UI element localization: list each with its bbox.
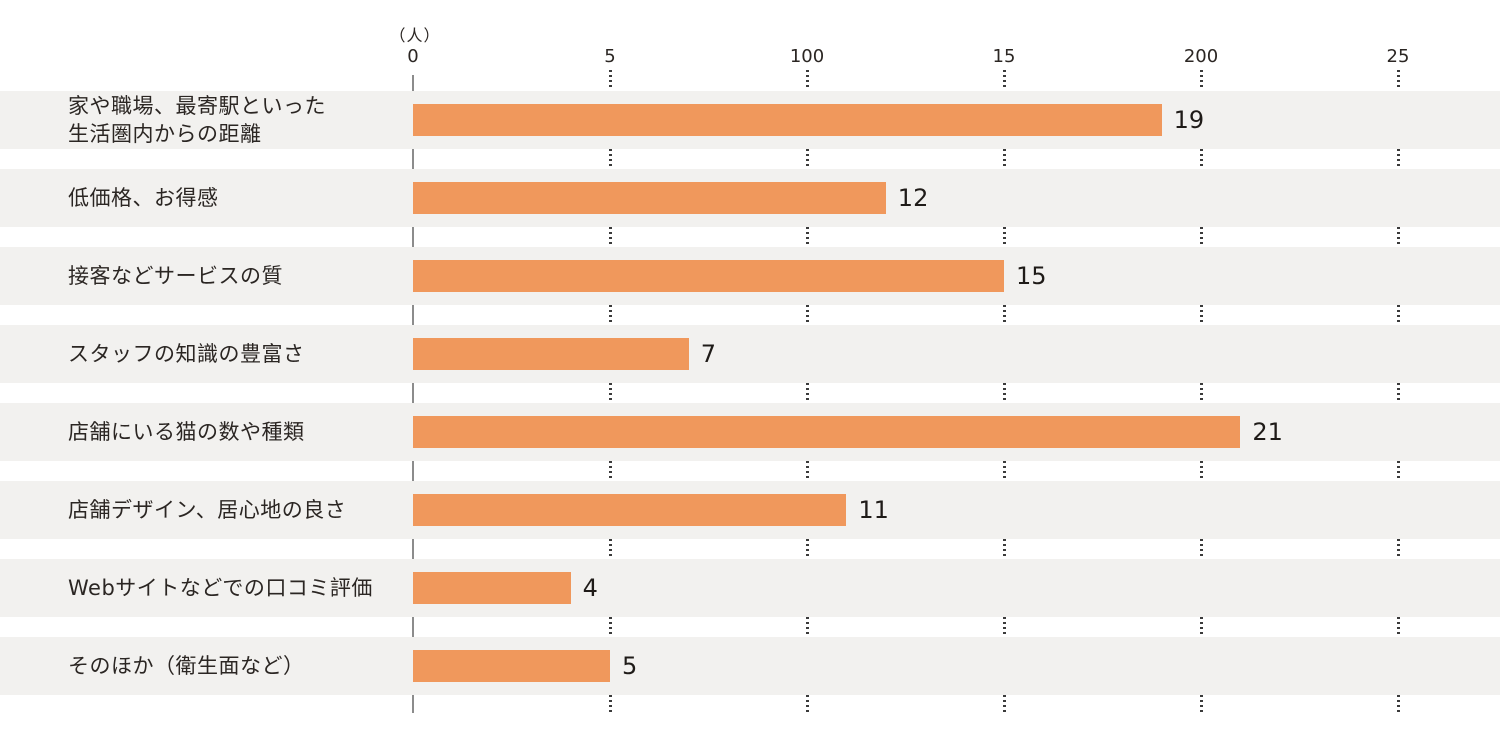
grid-dotted-segment (1397, 70, 1400, 89)
chart-row: 店舗にいる猫の数や種類 21 (0, 403, 1500, 461)
axis-unit-label: （人） (389, 26, 441, 45)
grid-dotted-segment (806, 305, 809, 325)
grid-dotted-segment (1200, 227, 1203, 247)
value-label: 7 (700, 340, 717, 368)
grid-dotted-segment (1397, 383, 1400, 403)
grid-dotted-segment (806, 617, 809, 637)
value-label: 12 (897, 184, 929, 212)
grid-dotted-segment (1200, 149, 1203, 169)
category-label: そのほか（衛生面など） (68, 654, 305, 678)
chart-row: Webサイトなどでの口コミ評価 4 (0, 559, 1500, 617)
value-label: 21 (1252, 418, 1283, 446)
bar (413, 104, 1162, 136)
category-label: 家や職場、最寄駅といった 生活圏内からの距離 (68, 94, 326, 146)
grid-dotted-segment (806, 227, 809, 247)
grid-dotted-segment (806, 149, 809, 169)
grid-dotted-segment (1200, 695, 1203, 714)
bar (413, 416, 1241, 448)
bar (413, 650, 610, 682)
grid-dotted-segment (806, 695, 809, 714)
bar (413, 494, 847, 526)
category-label: Webサイトなどでの口コミ評価 (68, 576, 373, 600)
chart-row: スタッフの知識の豊富さ 7 (0, 325, 1500, 383)
chart-row: そのほか（衛生面など） 5 (0, 637, 1500, 695)
grid-dotted-segment (609, 695, 612, 714)
grid-dotted-segment (1397, 695, 1400, 714)
chart-row: 家や職場、最寄駅といった 生活圏内からの距離 19 (0, 91, 1500, 149)
x-tick-label: 100 (789, 46, 825, 67)
grid-dotted-segment (1003, 461, 1006, 481)
grid-dotted-segment (1397, 227, 1400, 247)
chart-row: 店舗デザイン、居心地の良さ 11 (0, 481, 1500, 539)
chart-row: 低価格、お得感 12 (0, 169, 1500, 227)
bar (413, 572, 571, 604)
bar (413, 182, 886, 214)
grid-dotted-segment (1397, 539, 1400, 559)
grid-dotted-segment (1003, 70, 1006, 89)
x-tick-label: 200 (1183, 46, 1219, 67)
grid-dotted-segment (1200, 617, 1203, 637)
x-tick-label: 15 (992, 46, 1016, 67)
grid-dotted-segment (1200, 305, 1203, 325)
grid-dotted-segment (1200, 70, 1203, 89)
y-axis-line (412, 75, 414, 713)
bar (413, 338, 689, 370)
grid-dotted-segment (1003, 149, 1006, 169)
grid-dotted-segment (806, 70, 809, 89)
grid-dotted-segment (1397, 617, 1400, 637)
category-label: 店舗デザイン、居心地の良さ (68, 498, 347, 522)
grid-dotted-segment (1397, 149, 1400, 169)
grid-dotted-segment (1003, 695, 1006, 714)
grid-dotted-segment (806, 539, 809, 559)
grid-dotted-segment (1003, 305, 1006, 325)
grid-dotted-segment (1003, 539, 1006, 559)
value-label: 5 (622, 652, 638, 680)
grid-dotted-segment (609, 383, 612, 403)
grid-dotted-segment (806, 461, 809, 481)
grid-dotted-segment (1200, 539, 1203, 559)
category-label: 接客などサービスの質 (68, 264, 283, 288)
grid-dotted-segment (609, 539, 612, 559)
grid-dotted-segment (1003, 383, 1006, 403)
x-tick-label: 5 (604, 46, 616, 67)
grid-dotted-segment (609, 227, 612, 247)
grid-dotted-segment (609, 617, 612, 637)
grid-dotted-segment (1397, 461, 1400, 481)
x-tick-label: 0 (407, 46, 419, 67)
grid-dotted-segment (1200, 383, 1203, 403)
grid-dotted-segment (806, 383, 809, 403)
grid-dotted-segment (609, 70, 612, 89)
value-label: 11 (858, 496, 889, 524)
category-label: スタッフの知識の豊富さ (68, 342, 305, 366)
chart-row: 接客などサービスの質 15 (0, 247, 1500, 305)
bar (413, 260, 1004, 292)
grid-dotted-segment (1003, 227, 1006, 247)
value-label: 19 (1173, 106, 1205, 134)
grid-dotted-segment (609, 305, 612, 325)
category-label: 店舗にいる猫の数や種類 (68, 420, 305, 444)
grid-dotted-segment (609, 149, 612, 169)
grid-dotted-segment (609, 461, 612, 481)
value-label: 15 (1016, 262, 1047, 290)
category-label: 低価格、お得感 (68, 186, 219, 210)
grid-dotted-segment (1397, 305, 1400, 325)
grid-dotted-segment (1003, 617, 1006, 637)
value-label: 4 (582, 574, 598, 602)
grid-dotted-segment (1200, 461, 1203, 481)
x-tick-label: 25 (1386, 46, 1410, 67)
